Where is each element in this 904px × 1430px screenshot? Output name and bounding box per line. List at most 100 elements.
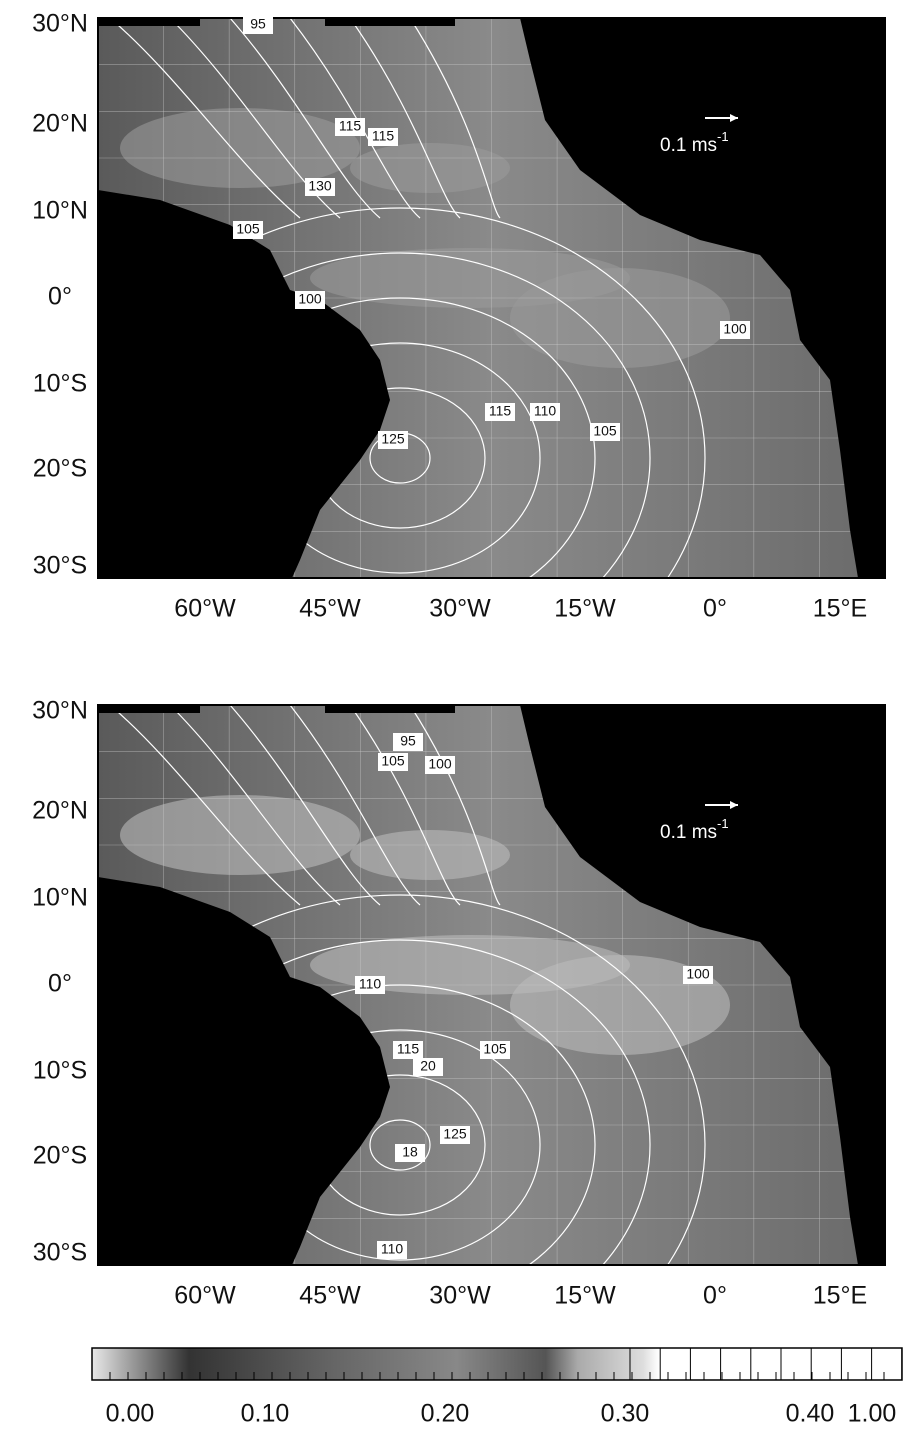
colorbar-label: 0.00	[106, 1400, 155, 1428]
contour-label: 115	[372, 128, 395, 144]
lat-label: 20°N	[32, 797, 88, 825]
contour-label-bg	[378, 431, 408, 449]
lat-label: 0°	[48, 970, 72, 998]
contour-line	[409, 17, 501, 219]
contour-label: 100	[686, 966, 710, 982]
contour-label-bg	[393, 733, 423, 751]
contour-label-bg	[233, 221, 263, 239]
contour-label-bg	[590, 423, 620, 441]
scale-text: 0.1 ms	[660, 135, 717, 156]
land	[98, 877, 390, 1265]
land	[98, 190, 390, 578]
lon-label: 15°E	[813, 595, 867, 623]
scale-text: 0.1 ms	[660, 822, 717, 843]
contour-label-bg	[243, 16, 273, 34]
contour-label: 110	[534, 403, 557, 419]
contour-label: 130	[308, 178, 332, 194]
lat-label: 20°S	[33, 1142, 87, 1170]
contour-line	[109, 704, 301, 906]
contour-label-bg	[368, 128, 398, 146]
contour-label-bg	[413, 1058, 443, 1076]
shading	[120, 108, 360, 188]
contour-label: 20	[420, 1058, 436, 1074]
contour-label: 100	[723, 321, 747, 337]
contour-label-bg	[305, 178, 335, 196]
contour-line	[349, 704, 461, 906]
contour-label: 115	[489, 403, 512, 419]
map-panel: 60°W 45°W 30°W 15°W 0° 15°E 30°N 20°N 10°N 0° 10°S…	[32, 697, 886, 1396]
contour-label-bg	[440, 1126, 470, 1144]
contour-label-bg	[480, 1041, 510, 1059]
frame	[97, 17, 886, 579]
lon-label: 45°W	[299, 595, 361, 623]
scale-label: 0.1 ms-1	[660, 816, 729, 843]
contour-label: 100	[298, 291, 322, 307]
contour-line	[229, 17, 381, 219]
lon-label: 45°W	[299, 1282, 361, 1310]
contour-label-bg	[683, 966, 713, 984]
lat-label: 0°	[48, 283, 72, 311]
frame-tick	[98, 705, 200, 713]
lat-label: 30°S	[33, 1239, 87, 1267]
land	[520, 705, 885, 1265]
lat-label: 10°N	[32, 197, 88, 225]
contour-line	[109, 17, 301, 219]
lon-label: 15°W	[554, 595, 616, 623]
contour-label-bg	[355, 976, 385, 994]
lon-label: 0°	[703, 595, 727, 623]
lat-label: 10°S	[33, 370, 87, 398]
contour-line	[409, 704, 501, 906]
colorbar-label: 0.30	[601, 1400, 650, 1428]
contour-label: 105	[593, 423, 617, 439]
lon-label: 15°E	[813, 1282, 867, 1310]
contour-label: 115	[397, 1041, 420, 1057]
contour-line	[349, 17, 461, 219]
contour-line	[169, 704, 341, 906]
shading	[350, 143, 510, 193]
lon-label: 60°W	[174, 595, 236, 623]
colorbar-label: 1.00	[848, 1400, 897, 1428]
shading	[510, 955, 730, 1055]
frame-tick	[585, 18, 710, 26]
contour-line	[289, 704, 421, 906]
contour-label-bg	[295, 291, 325, 309]
lon-label: 30°W	[429, 1282, 491, 1310]
map-panel: 60°W 45°W 30°W 15°W 0° 15°E 30°N 20°N 10°N 0° 10°S…	[32, 10, 886, 709]
shading	[510, 268, 730, 368]
contour-label: 105	[236, 221, 260, 237]
frame-tick	[325, 705, 455, 713]
shading	[120, 795, 360, 875]
contour-label: 105	[483, 1041, 507, 1057]
lat-label: 30°S	[33, 552, 87, 580]
lon-label: 60°W	[174, 1282, 236, 1310]
contour-label: 95	[250, 16, 266, 32]
scale-exponent: -1	[717, 129, 729, 144]
contour-label: 115	[339, 118, 362, 134]
frame-tick	[585, 705, 710, 713]
contour-label: 125	[381, 431, 405, 447]
contour-label: 110	[381, 1241, 404, 1257]
contour-label-bg	[378, 753, 408, 771]
colorbar-label: 0.20	[421, 1400, 470, 1428]
lat-label: 10°N	[32, 884, 88, 912]
contour-label-bg	[485, 403, 515, 421]
contour-label-bg	[335, 118, 365, 136]
contour-label-bg	[720, 321, 750, 339]
lat-label: 10°S	[33, 1057, 87, 1085]
lon-label: 30°W	[429, 595, 491, 623]
frame-tick	[98, 18, 200, 26]
lat-label: 20°N	[32, 110, 88, 138]
lon-label: 0°	[703, 1282, 727, 1310]
colorbar: 0.00 0.10 0.20 0.30 0.40 1.00	[91, 1347, 903, 1428]
contour-label: 100	[428, 756, 452, 772]
contour-label-bg	[425, 756, 455, 774]
contour-label: 105	[381, 753, 405, 769]
land	[520, 18, 885, 578]
contour-label: 110	[359, 976, 382, 992]
shading	[350, 830, 510, 880]
contour-label-bg	[395, 1144, 425, 1162]
contour-label: 95	[400, 733, 416, 749]
scale-arrow-head	[730, 114, 738, 122]
